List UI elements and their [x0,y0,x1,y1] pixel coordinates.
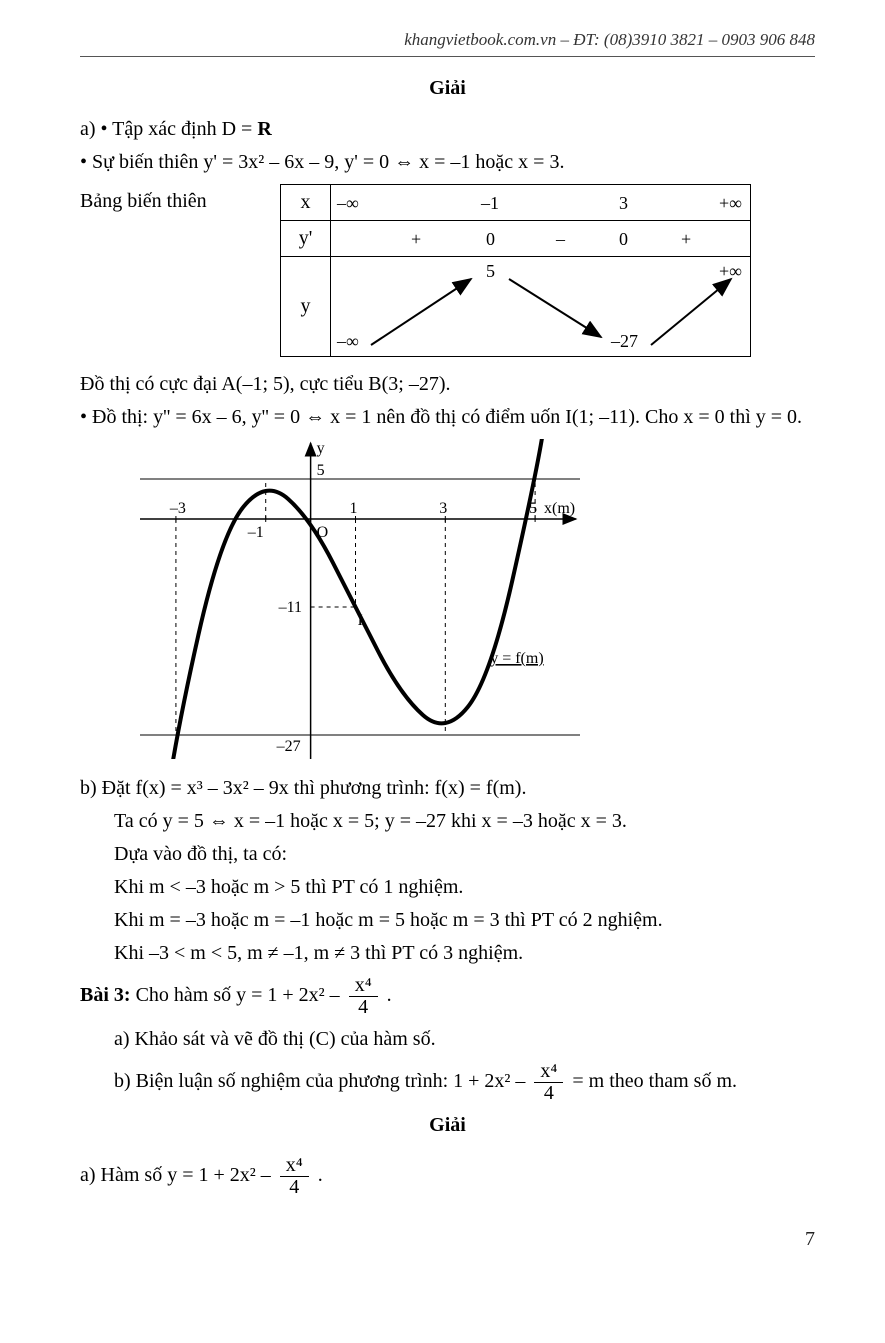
svg-text:I: I [358,612,363,629]
bai3-before: Cho hàm số y = 1 + 2x² – [131,984,345,1006]
page-header: khangvietbook.com.vn – ĐT: (08)3910 3821… [80,30,815,57]
c1-after: . [313,1164,323,1186]
svg-text:y: y [317,440,325,457]
bai3-b: b) Biện luận số nghiệm của phương trình:… [114,1061,815,1104]
bai3-b-after: = m theo tham số m. [567,1070,737,1092]
cubic-graph-svg: yx(m)O–3–11355–11–27Iy = f(m) [140,439,580,759]
vt-y1-signs: + 0 – 0 + [331,221,751,257]
svg-text:O: O [317,524,329,541]
x-pos-inf: +∞ [719,193,742,214]
solution-heading-1: Giải [80,77,815,100]
text-b5: Khi m = –3 hoặc m = –1 hoặc m = 5 hoặc m… [114,909,815,932]
cubic-graph: yx(m)O–3–11355–11–27Iy = f(m) [140,439,815,765]
svg-text:5: 5 [317,462,325,479]
text-b1: b) Đặt f(x) = x³ – 3x² – 9x thì phương t… [80,777,815,800]
frac-num: x⁴ [349,975,378,997]
text-c1: a) Hàm số y = 1 + 2x² – x⁴4 . [80,1155,815,1198]
bai3-heading: Bài 3: Cho hàm số y = 1 + 2x² – x⁴4 . [80,975,815,1018]
sign-minus: – [556,229,565,250]
x-3: 3 [619,193,628,214]
x-neg-inf: –∞ [337,193,359,214]
frac-den: 4 [349,997,378,1018]
variation-table-row: Bảng biến thiên x –∞ –1 3 +∞ y' + 0 – 0 … [80,184,815,357]
vt-y-label: y [281,257,331,357]
frac-x4-4-a: x⁴4 [349,975,378,1018]
text-a1: a) • Tập xác định D = R [80,118,815,141]
sign-plus-2: + [681,229,691,250]
vt-x-values: –∞ –1 3 +∞ [331,185,751,221]
vt-y-arrows: 5 –∞ –27 +∞ [331,257,751,357]
svg-text:5: 5 [529,500,537,517]
sign-zero-1: 0 [486,229,495,250]
bai3-label: Bài 3: [80,984,131,1006]
text-b4: Khi m < –3 hoặc m > 5 thì PT có 1 nghiệm… [114,876,815,899]
text-a4: • Đồ thị: y'' = 6x – 6, y'' = 0 ⇔ x = 1 … [80,406,815,429]
variation-table: x –∞ –1 3 +∞ y' + 0 – 0 + y 5 –∞ –27 [280,184,751,357]
frac-num-c: x⁴ [280,1155,309,1177]
svg-text:y = f(m): y = f(m) [490,650,543,667]
solution-heading-2: Giải [80,1114,815,1137]
svg-text:1: 1 [350,500,358,517]
variation-label: Bảng biến thiên [80,184,280,213]
bai3-after: . [382,984,392,1006]
svg-text:3: 3 [439,500,447,517]
svg-text:–27: –27 [276,738,301,755]
page-number: 7 [80,1228,815,1251]
variation-arrows-svg [331,257,751,357]
x-minus1: –1 [481,193,499,214]
vt-x-label: x [281,185,331,221]
bai3-a: a) Khảo sát và vẽ đồ thị (C) của hàm số. [114,1028,815,1051]
sign-zero-2: 0 [619,229,628,250]
frac-num-b: x⁴ [534,1061,563,1083]
svg-text:–3: –3 [169,500,186,517]
frac-den-c: 4 [280,1177,309,1198]
text-b3: Dựa vào đồ thị, ta có: [114,843,815,866]
vt-y1-label: y' [281,221,331,257]
text-b2: Ta có y = 5 ⇔ x = –1 hoặc x = 5; y = –27… [114,810,815,833]
text-a3: Đồ thị có cực đại A(–1; 5), cực tiểu B(3… [80,373,815,396]
svg-text:–1: –1 [247,524,264,541]
text-a1-content: a) • Tập xác định D = R [80,118,272,140]
frac-den-b: 4 [534,1083,563,1104]
svg-text:–11: –11 [278,599,302,616]
frac-x4-4-b: x⁴4 [534,1061,563,1104]
text-b6: Khi –3 < m < 5, m ≠ –1, m ≠ 3 thì PT có … [114,942,815,965]
bai3-b-before: b) Biện luận số nghiệm của phương trình:… [114,1070,530,1092]
c1-before: a) Hàm số y = 1 + 2x² – [80,1164,276,1186]
svg-text:x(m): x(m) [544,500,575,517]
text-a2: • Sự biến thiên y' = 3x² – 6x – 9, y' = … [80,151,815,174]
sign-plus-1: + [411,229,421,250]
frac-x4-4-c: x⁴4 [280,1155,309,1198]
